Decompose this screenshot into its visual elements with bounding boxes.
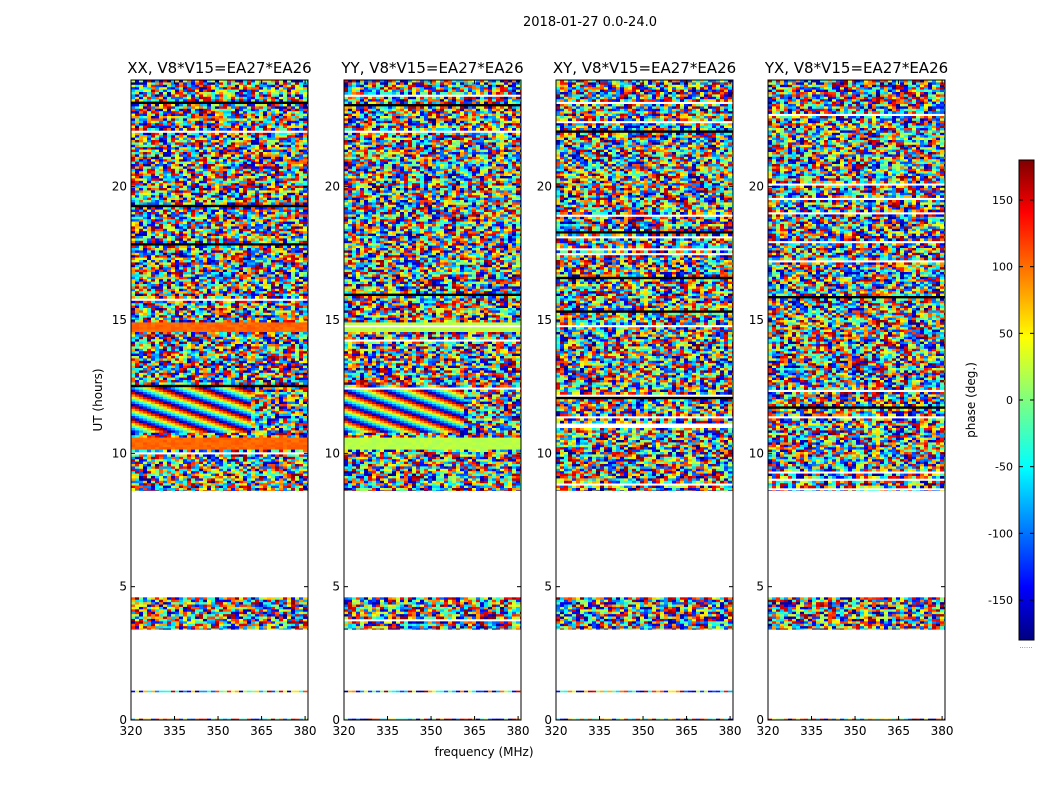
- x-tick-label: 335: [376, 724, 399, 738]
- y-tick-label: 5: [332, 580, 340, 594]
- x-tick-label: 365: [250, 724, 273, 738]
- panel-title: YY, V8*V15=EA27*EA26: [340, 59, 523, 77]
- y-tick-label: 0: [544, 713, 552, 727]
- phase-map: [768, 80, 946, 721]
- panel-title: YX, V8*V15=EA27*EA26: [764, 59, 948, 77]
- x-tick-label: 365: [675, 724, 698, 738]
- colorbar-tick-label: -150: [988, 594, 1013, 607]
- panel-title: XX, V8*V15=EA27*EA26: [127, 59, 311, 77]
- y-tick-label: 10: [537, 446, 552, 460]
- x-tick-label: 320: [545, 724, 568, 738]
- y-tick-label: 15: [749, 313, 764, 327]
- x-tick-label: 350: [207, 724, 230, 738]
- x-tick-label: 320: [757, 724, 780, 738]
- x-tick-label: 335: [163, 724, 186, 738]
- phase-map: [556, 80, 734, 721]
- panels-group: XX, V8*V15=EA27*EA26 0 5 10 15 20 320 335 350 365…: [112, 59, 954, 738]
- y-tick-label: 0: [332, 713, 340, 727]
- x-tick-label: 320: [120, 724, 143, 738]
- x-tick-label: 350: [844, 724, 867, 738]
- y-tick-label: 10: [112, 446, 127, 460]
- panel-yx: YX, V8*V15=EA27*EA26 0 5 10 15 20 320 335 350 365…: [749, 59, 954, 738]
- colorbar-tick-label: 0: [1006, 394, 1013, 407]
- colorbar-tick-label: 150: [992, 194, 1013, 207]
- y-tick-label: 20: [537, 180, 552, 194]
- panel-frame: [767, 79, 946, 721]
- x-tick-label: 380: [507, 724, 530, 738]
- panel-frame: [130, 79, 309, 721]
- x-tick-label: 365: [463, 724, 486, 738]
- y-tick-label: 0: [119, 713, 127, 727]
- y-tick-label: 20: [112, 180, 127, 194]
- y-axis-label: UT (hours): [91, 368, 105, 431]
- x-tick-label: 380: [931, 724, 954, 738]
- colorbar-label: phase (deg.): [964, 362, 978, 438]
- phase-map: [131, 80, 309, 721]
- colorbar-tick-label: -100: [988, 527, 1013, 540]
- colorbar-offset-label: ......: [1019, 642, 1032, 650]
- panel-yy: YY, V8*V15=EA27*EA26 0 5 10 15 20 320 335 350 365…: [325, 59, 530, 738]
- x-tick-label: 335: [800, 724, 823, 738]
- colorbar-tick-label: 50: [999, 327, 1013, 340]
- panel-frame: [555, 79, 734, 721]
- y-tick-label: 15: [325, 313, 340, 327]
- x-tick-label: 380: [719, 724, 742, 738]
- colorbar-tick-label: 100: [992, 261, 1013, 274]
- panel-frame: [343, 79, 522, 721]
- y-tick-label: 15: [112, 313, 127, 327]
- y-tick-label: 5: [756, 580, 764, 594]
- colorbar: phase (deg.) ...... -150 -100 -50 0 50 100 150: [964, 159, 1035, 650]
- x-tick-label: 335: [588, 724, 611, 738]
- y-tick-label: 5: [119, 580, 127, 594]
- x-tick-label: 380: [294, 724, 317, 738]
- x-tick-label: 320: [333, 724, 356, 738]
- x-axis-label: frequency (MHz): [434, 745, 533, 759]
- panel-xy: XY, V8*V15=EA27*EA26 0 5 10 15 20 320 335 350 365…: [537, 59, 742, 738]
- y-tick-label: 5: [544, 580, 552, 594]
- panel-xx: XX, V8*V15=EA27*EA26 0 5 10 15 20 320 335 350 365…: [112, 59, 317, 738]
- x-tick-label: 350: [420, 724, 443, 738]
- y-tick-label: 20: [749, 180, 764, 194]
- y-tick-label: 10: [325, 446, 340, 460]
- x-tick-label: 365: [887, 724, 910, 738]
- phase-map: [344, 80, 522, 721]
- y-tick-label: 20: [325, 180, 340, 194]
- y-tick-label: 15: [537, 313, 552, 327]
- colorbar-tick-label: -50: [995, 461, 1013, 474]
- x-tick-label: 350: [632, 724, 655, 738]
- y-tick-label: 10: [749, 446, 764, 460]
- y-tick-label: 0: [756, 713, 764, 727]
- figure-suptitle: 2018-01-27 0.0-24.0: [523, 15, 657, 30]
- panel-title: XY, V8*V15=EA27*EA26: [553, 59, 736, 77]
